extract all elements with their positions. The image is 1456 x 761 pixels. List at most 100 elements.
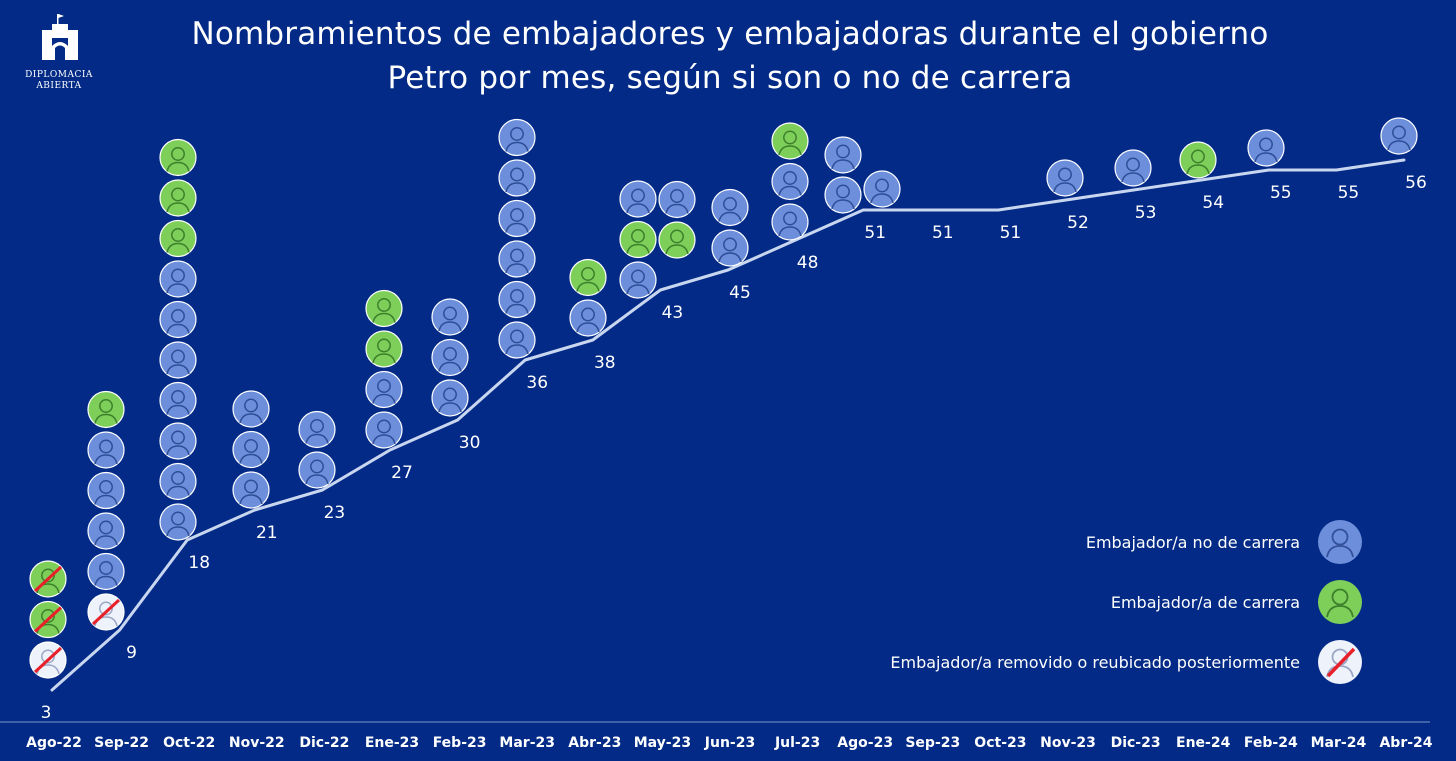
- non-career-appointee-marker: [431, 298, 469, 336]
- non-career-person-icon: [1318, 520, 1362, 564]
- x-tick-label: May-23: [634, 735, 691, 751]
- non-career-appointee-marker: [298, 451, 336, 489]
- non-career-appointee-marker: [498, 199, 536, 238]
- career-appointee-marker: [658, 221, 696, 259]
- legend-item-non-career: Embajador/a no de carrera: [1086, 520, 1362, 564]
- value-label: 30: [459, 433, 481, 453]
- x-tick-label: Abr-23: [568, 735, 621, 751]
- non-career-appointee-marker: [159, 422, 197, 460]
- non-career-appointee-marker: [159, 462, 197, 501]
- non-career-appointee-marker: [498, 159, 536, 197]
- non-career-appointee-marker: [87, 471, 125, 510]
- non-career-appointee-marker: [232, 390, 270, 428]
- logo-text-line1: DIPLOMACIA: [25, 70, 93, 80]
- non-career-appointee-marker: [771, 203, 809, 241]
- value-label: 9: [126, 643, 137, 663]
- career-appointee-marker: [159, 179, 197, 217]
- career-appointee-marker: [29, 600, 67, 639]
- legend-item-removed: Embajador/a removido o reubicado posteri…: [890, 640, 1362, 684]
- value-label: 56: [1405, 173, 1427, 193]
- career-appointee-marker: [365, 289, 403, 328]
- non-career-appointee-marker: [711, 229, 749, 267]
- value-label: 55: [1270, 183, 1292, 203]
- diplomacia-abierta-logo: [30, 12, 90, 92]
- career-appointee-marker: [1179, 141, 1217, 179]
- x-tick-label: Sep-22: [94, 735, 149, 751]
- non-career-appointee-marker: [1114, 149, 1152, 187]
- non-career-appointee-marker: [159, 381, 197, 420]
- x-tick-label: Ago-23: [837, 735, 893, 751]
- x-tick-label: Mar-24: [1311, 735, 1367, 751]
- legend-label-non-career: Embajador/a no de carrera: [1085, 532, 1300, 552]
- x-tick-label: Abr-24: [1379, 735, 1432, 751]
- non-career-appointee-marker: [87, 552, 125, 591]
- chart-title-line2: Petro por mes, según si son o no de carr…: [387, 60, 1073, 96]
- value-label: 27: [391, 463, 413, 483]
- value-label: 3: [41, 703, 52, 723]
- non-career-appointee-marker: [232, 430, 270, 469]
- non-career-appointee-marker: [498, 280, 536, 319]
- legend-item-career: Embajador/a de carrera: [1111, 580, 1362, 624]
- removed-appointee-marker: [29, 641, 67, 679]
- non-career-appointee-marker: [824, 136, 862, 174]
- x-tick-label: Oct-23: [974, 735, 1026, 751]
- building-icon: [42, 14, 78, 60]
- value-label: 21: [256, 523, 278, 543]
- x-tick-label: Feb-24: [1244, 735, 1298, 751]
- legend-label-career: Embajador/a de carrera: [1110, 592, 1300, 612]
- value-label: 52: [1067, 213, 1089, 233]
- non-career-appointee-marker: [1247, 129, 1285, 167]
- removed-appointee-marker: [87, 593, 125, 631]
- value-label: 45: [729, 283, 751, 303]
- chart-title-line1: Nombramientos de embajadores y embajador…: [191, 16, 1269, 52]
- non-career-appointee-marker: [619, 261, 657, 299]
- value-label: 36: [526, 373, 548, 393]
- x-tick-label: Dic-23: [1111, 735, 1161, 751]
- value-label: 38: [594, 353, 616, 373]
- x-tick-label: Nov-23: [1040, 735, 1096, 751]
- non-career-appointee-marker: [498, 118, 536, 157]
- non-career-appointee-marker: [159, 341, 197, 379]
- x-tick-label: Jul-23: [774, 735, 820, 751]
- x-tick-label: Jun-23: [704, 735, 755, 751]
- non-career-appointee-marker: [87, 431, 125, 469]
- non-career-appointee-marker: [863, 170, 901, 208]
- x-tick-label: Oct-22: [163, 735, 215, 751]
- non-career-appointee-marker: [658, 180, 696, 219]
- career-appointee-marker: [29, 560, 67, 598]
- value-label: 23: [324, 503, 346, 523]
- value-label: 51: [1000, 223, 1022, 243]
- logo-text-line2: ABIERTA: [36, 81, 82, 91]
- career-appointee-marker: [619, 220, 657, 259]
- non-career-appointee-marker: [365, 411, 403, 449]
- career-appointee-marker: [365, 330, 403, 368]
- value-label: 55: [1338, 183, 1360, 203]
- x-tick-label: Sep-23: [905, 735, 960, 751]
- non-career-appointee-marker: [159, 300, 197, 339]
- value-label: 54: [1202, 193, 1224, 213]
- non-career-appointee-marker: [431, 338, 469, 377]
- x-tick-label: Dic-22: [299, 735, 349, 751]
- career-appointee-marker: [771, 122, 809, 160]
- career-appointee-marker: [569, 258, 607, 297]
- x-tick-label: Ago-22: [26, 735, 82, 751]
- career-appointee-marker: [159, 138, 197, 177]
- non-career-appointee-marker: [711, 188, 749, 227]
- non-career-appointee-marker: [498, 240, 536, 278]
- x-tick-label: Feb-23: [433, 735, 487, 751]
- cumulative-line: [50, 158, 1406, 692]
- non-career-appointee-marker: [824, 176, 862, 214]
- value-label: 18: [188, 553, 210, 573]
- x-tick-label: Ene-24: [1176, 735, 1231, 751]
- value-label: 43: [662, 303, 684, 323]
- non-career-appointee-marker: [159, 503, 197, 541]
- non-career-appointee-marker: [159, 260, 197, 298]
- career-appointee-marker: [159, 219, 197, 258]
- non-career-appointee-marker: [1046, 159, 1084, 197]
- value-label: 51: [932, 223, 954, 243]
- removed-person-icon: [1318, 640, 1362, 684]
- non-career-appointee-marker: [232, 471, 270, 509]
- non-career-appointee-marker: [298, 410, 336, 449]
